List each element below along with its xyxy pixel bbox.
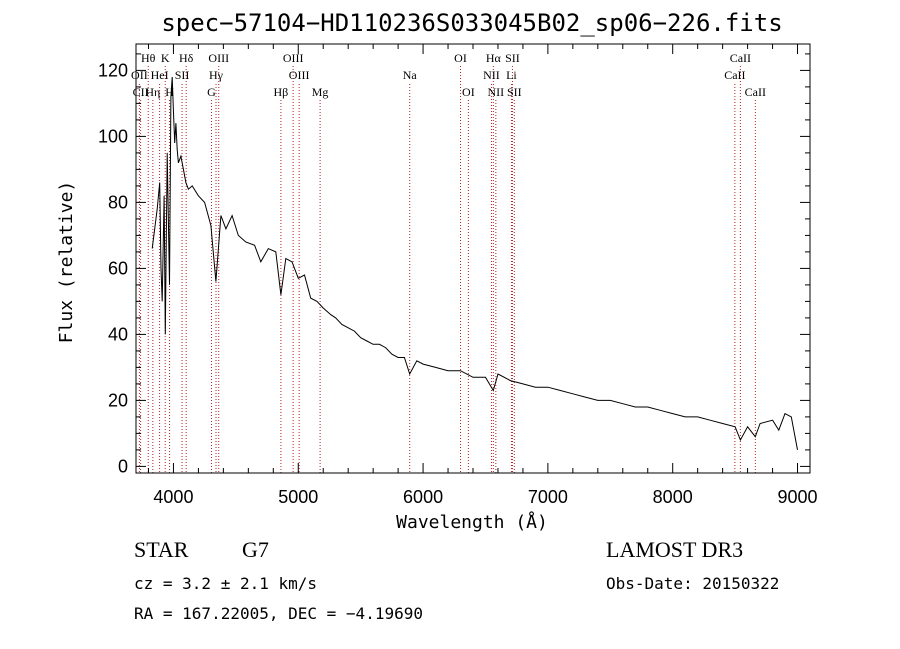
line-label-3: Hη (145, 85, 160, 99)
redshift-cz: cz = 3.2 ± 2.1 km/s (134, 574, 317, 593)
x-tick-label: 5000 (278, 487, 318, 507)
y-tick-label: 20 (108, 390, 128, 410)
x-tick-label: 8000 (653, 487, 693, 507)
line-label-24: SII (507, 85, 522, 99)
y-tick-label: 80 (108, 192, 128, 212)
x-tick-label: 7000 (528, 487, 568, 507)
x-tick-label: 9000 (777, 487, 817, 507)
line-label-15: Mg (312, 85, 329, 99)
line-label-21: NII (488, 85, 505, 99)
plot-frame (135, 43, 811, 474)
line-label-6: H (165, 85, 174, 99)
x-tick-label: 4000 (153, 487, 193, 507)
line-label-5: K (161, 51, 170, 65)
line-label-11: G (207, 85, 216, 99)
series-flux (151, 76, 798, 450)
line-label-9: OIII (208, 51, 229, 65)
object-subclass: G7 (242, 537, 269, 562)
line-label-8: Hδ (179, 51, 194, 65)
line-label-13: OIII (283, 51, 304, 65)
line-label-7: SII (175, 68, 190, 82)
line-label-19: Hα (486, 51, 502, 65)
y-tick-label: 120 (98, 60, 128, 80)
line-label-23: Li (506, 68, 517, 82)
survey-name: LAMOST DR3 (606, 537, 743, 562)
x-axis-label: Wavelength (Å) (396, 511, 548, 533)
line-label-14: OIII (289, 68, 310, 82)
line-markers (138, 66, 756, 473)
obs-date: Obs-Date: 20150322 (606, 574, 779, 593)
chart-title: spec−57104−HD110236S033045B02_sp06−226.f… (161, 9, 782, 37)
line-label-25: CaII (730, 51, 751, 65)
line-label-27: CaII (745, 85, 766, 99)
line-label-10: Hγ (209, 68, 224, 82)
line-label-1: OII (131, 68, 148, 82)
y-tick-label: 40 (108, 324, 128, 344)
coordinates: RA = 167.22005, DEC = −4.19690 (134, 604, 423, 623)
y-tick-label: 60 (108, 258, 128, 278)
line-label-4: HeI (151, 68, 169, 82)
x-tick-label: 6000 (403, 487, 443, 507)
line-label-0: Hθ (141, 51, 156, 65)
x-axis: 4000 5000 6000 7000 8000 9000 (147, 44, 818, 507)
y-tick-label: 0 (118, 456, 128, 476)
line-label-12: Hβ (274, 85, 289, 99)
line-label-22: SII (505, 51, 520, 65)
y-axis: 0 20 40 60 80 100 120 (98, 53, 810, 476)
line-label-16: Na (403, 68, 418, 82)
line-label-2: CII (133, 85, 149, 99)
line-label-20: NII (483, 68, 500, 82)
object-class: STAR (134, 537, 189, 562)
line-label-17: OI (454, 51, 467, 65)
y-axis-label: Flux (relative) (56, 181, 77, 344)
line-label-26: CaII (724, 68, 745, 82)
line-label-18: OI (462, 85, 475, 99)
y-tick-label: 100 (98, 126, 128, 146)
